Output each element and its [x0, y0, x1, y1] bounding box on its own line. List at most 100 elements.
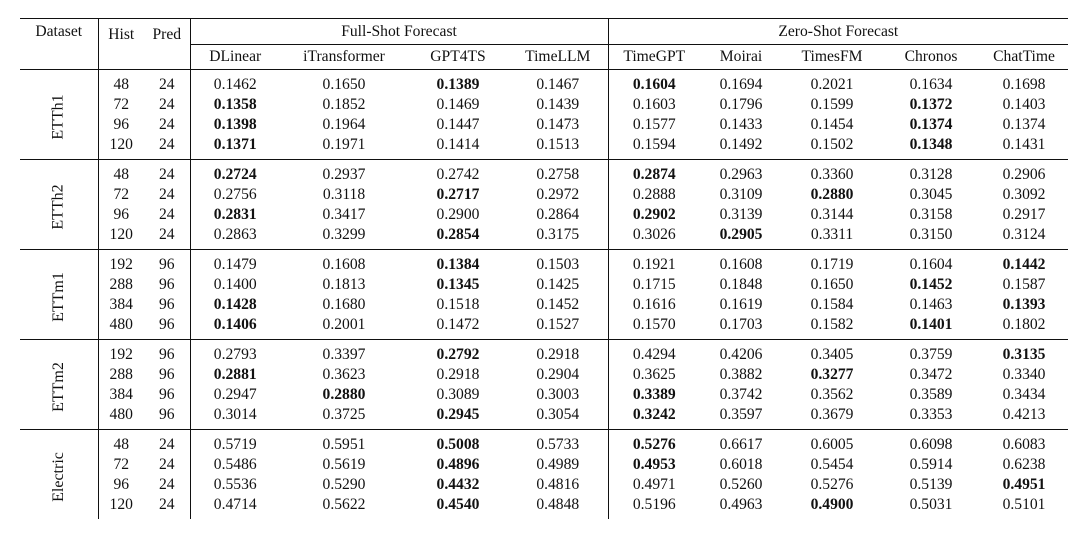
- value: 0.2963: [719, 166, 763, 183]
- value-cell: 0.1384: [408, 249, 508, 275]
- value-cell: 0.5536: [190, 475, 280, 495]
- value: 0.6083: [1002, 436, 1046, 453]
- value-cell: 0.1433: [700, 115, 782, 135]
- best-value: 0.3389: [632, 386, 676, 403]
- value: 0.1469: [436, 96, 480, 113]
- best-value: 0.2881: [213, 366, 257, 383]
- dataset-label: Electric: [49, 452, 67, 502]
- value-cell: 0.1492: [700, 135, 782, 160]
- best-value: 0.2880: [322, 386, 366, 403]
- value-cell: 0.3089: [408, 385, 508, 405]
- value: 0.1513: [536, 136, 580, 153]
- value-cell: 0.1594: [608, 135, 700, 160]
- value-cell: 0.3277: [782, 365, 882, 385]
- header-model: TimeLLM: [508, 44, 609, 70]
- value: 0.5260: [719, 476, 763, 493]
- value-cell: 0.4816: [508, 475, 609, 495]
- value-cell: 0.3417: [280, 205, 408, 225]
- value: 0.1472: [436, 316, 480, 333]
- best-value: 0.4432: [436, 476, 480, 493]
- value: 0.2906: [1002, 166, 1046, 183]
- value-cell: 0.3135: [980, 339, 1069, 365]
- value: 0.3623: [322, 366, 366, 383]
- best-value: 0.2831: [213, 206, 257, 223]
- value: 0.3405: [810, 346, 854, 363]
- value: 0.2937: [322, 166, 366, 183]
- header-hist: Hist: [98, 18, 144, 70]
- value: 0.5139: [909, 476, 953, 493]
- value-cell: 0.1852: [280, 95, 408, 115]
- value-cell: 0.1442: [980, 249, 1069, 275]
- value-cell: 0.1403: [980, 95, 1068, 115]
- header-model: DLinear: [190, 44, 280, 70]
- value-cell: 0.1577: [608, 115, 700, 135]
- value: 0.4816: [536, 476, 580, 493]
- value: 0.2904: [536, 366, 580, 383]
- hist-cell: 96: [113, 476, 130, 493]
- value-cell: 0.2874: [608, 159, 701, 185]
- value: 0.1715: [632, 276, 676, 293]
- value: 0.3742: [719, 386, 763, 403]
- table-row: 480 96 0.1406 0.2001 0.1472 0.1527 0.1570 0.170…: [20, 315, 1068, 340]
- pred-cell: 96: [144, 275, 191, 295]
- table-row: ETTm1 192 96 0.1479 0.1608 0.1384 0.1503 0.1921…: [20, 249, 1069, 340]
- value-cell: 0.5622: [280, 495, 408, 519]
- value: 0.1619: [719, 296, 763, 313]
- pred-cell: 24: [144, 205, 191, 225]
- best-value: 0.5276: [632, 436, 676, 453]
- value: 0.5536: [213, 476, 257, 493]
- value: 0.3417: [322, 206, 366, 223]
- value-cell: 0.5486: [190, 455, 280, 475]
- hist-cell: 288: [109, 366, 133, 383]
- value: 0.4213: [1002, 406, 1046, 423]
- value-cell: 0.6617: [700, 429, 783, 455]
- value: 0.3397: [322, 346, 366, 363]
- value-cell: 0.3434: [980, 385, 1068, 405]
- results-table: Dataset Hist Pred Full-Shot Forecast Zer…: [20, 18, 1069, 519]
- value-cell: 0.3389: [608, 385, 700, 405]
- value-cell: 0.3158: [882, 205, 980, 225]
- value: 0.2793: [213, 346, 257, 363]
- header-model: Chronos: [882, 44, 981, 70]
- value: 0.2918: [536, 346, 580, 363]
- value-cell: 0.5260: [700, 475, 782, 495]
- value: 0.1604: [909, 256, 953, 273]
- pred-cell: 96: [144, 365, 191, 385]
- value-cell: 0.1619: [700, 295, 782, 315]
- dataset-label: ETTh2: [49, 184, 67, 230]
- value: 0.1503: [536, 256, 580, 273]
- value-cell: 0.3882: [700, 365, 782, 385]
- value-cell: 0.1372: [882, 95, 980, 115]
- value: 0.1813: [322, 276, 366, 293]
- best-value: 0.3242: [632, 406, 676, 423]
- best-value: 0.2874: [632, 166, 676, 183]
- table-row: 120 24 0.2863 0.3299 0.2854 0.3175 0.3026 0.290…: [20, 225, 1068, 250]
- value-cell: 0.2758: [508, 159, 609, 185]
- header-model: TimeGPT: [608, 44, 701, 70]
- value-cell: 0.1604: [882, 249, 981, 275]
- hist-cell: 120: [109, 496, 133, 513]
- value: 0.2758: [536, 166, 580, 183]
- value-cell: 0.3725: [280, 405, 408, 430]
- value-cell: 0.1698: [980, 69, 1069, 95]
- value: 0.3124: [1002, 226, 1046, 243]
- header-model: GPT4TS: [408, 44, 508, 70]
- value-cell: 0.3742: [700, 385, 782, 405]
- value-cell: 0.2001: [280, 315, 408, 340]
- value: 0.3175: [536, 226, 580, 243]
- header-full-shot: Full-Shot Forecast: [190, 18, 609, 45]
- value-cell: 0.1452: [882, 275, 980, 295]
- value-cell: 0.1452: [508, 295, 609, 315]
- table-row: 384 96 0.1428 0.1680 0.1518 0.1452 0.1616 0.161…: [20, 295, 1068, 315]
- value-cell: 0.1599: [782, 95, 882, 115]
- value: 0.1463: [909, 296, 953, 313]
- value: 0.3597: [719, 406, 763, 423]
- pred-cell: 24: [144, 159, 191, 185]
- best-value: 0.1401: [909, 316, 953, 333]
- value: 0.5619: [322, 456, 366, 473]
- table-row: 96 24 0.2831 0.3417 0.2900 0.2864 0.2902 0.3139…: [20, 205, 1068, 225]
- table-row: 72 24 0.2756 0.3118 0.2717 0.2972 0.2888 0.3109…: [20, 185, 1068, 205]
- value-cell: 0.1463: [882, 295, 980, 315]
- value: 0.3353: [909, 406, 953, 423]
- value: 0.4971: [632, 476, 676, 493]
